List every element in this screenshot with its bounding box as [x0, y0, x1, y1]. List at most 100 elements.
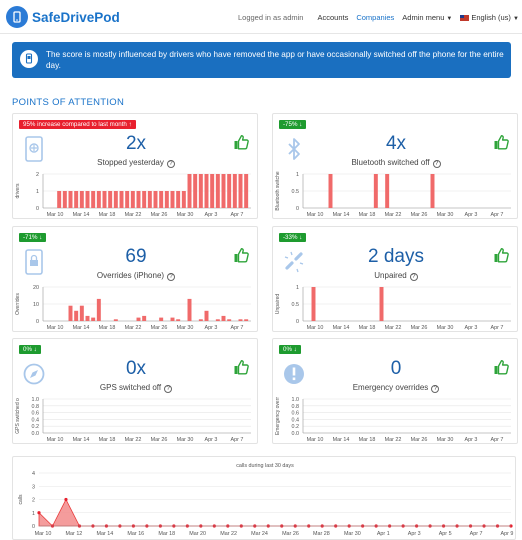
x-tick-label: Mar 10	[47, 325, 64, 331]
chart-bar	[62, 191, 67, 208]
compass-icon	[23, 361, 45, 387]
chart-bar	[181, 191, 186, 208]
chart-bar	[244, 174, 249, 208]
attention-card: 95% increase compared to last month ↑ 2x S…	[12, 113, 258, 219]
y-tick-label: 2	[36, 172, 39, 178]
x-tick-label: Apr 7	[231, 325, 244, 331]
chart-bar	[91, 317, 96, 321]
chart-bar	[227, 174, 232, 208]
attention-card: -75% ↓ 4x Bluetooth switched off? Bluetooth…	[272, 113, 518, 219]
nav-admin-menu[interactable]: Admin menu ▼	[402, 13, 452, 22]
chart-bar	[238, 319, 243, 321]
y-tick-label: 0.0	[32, 431, 40, 437]
trend-badge: 0% ↓	[19, 345, 41, 354]
x-tick-label: Apr 7	[491, 437, 504, 443]
info-banner: The score is mostly influenced by driver…	[12, 42, 511, 78]
attention-card: -33% ↓ 2 days Unpaired? Unpaired 1 0.5 0 Mar 10…	[272, 226, 518, 332]
help-icon[interactable]: ?	[409, 273, 418, 281]
x-tick-label: Mar 16	[127, 531, 144, 537]
x-tick-label: Apr 7	[491, 212, 504, 218]
x-tick-label: Apr 1	[377, 531, 390, 537]
y-axis-label: Bluetooth switche	[275, 171, 281, 210]
data-point	[37, 511, 41, 515]
chart-bar	[96, 298, 101, 321]
x-tick-label: Apr 7	[231, 212, 244, 218]
x-tick-label: Apr 7	[491, 325, 504, 331]
y-tick-label: 0.0	[292, 431, 300, 437]
x-tick-label: Mar 26	[282, 531, 299, 537]
chart-bar	[430, 174, 435, 208]
unlink-icon	[283, 249, 305, 275]
x-tick-label: Mar 30	[437, 212, 454, 218]
chart-bar	[159, 191, 164, 208]
brand[interactable]: SafeDrivePod	[6, 6, 120, 28]
attention-card: -71% ↓ 69 Overrides (iPhone)? Overrides 20 10…	[12, 226, 258, 332]
chart-bar	[221, 315, 226, 321]
x-tick-label: Mar 14	[333, 437, 350, 443]
y-tick-label: 0.4	[32, 417, 40, 423]
caret-down-icon: ▼	[446, 16, 453, 22]
y-tick-label: 0	[36, 319, 39, 325]
x-tick-label: Mar 14	[333, 325, 350, 331]
y-tick-label: 1	[296, 172, 299, 178]
chart-bar	[136, 191, 141, 208]
x-tick-label: Mar 18	[99, 212, 116, 218]
nav-accounts-link[interactable]: Accounts	[317, 13, 349, 22]
y-tick-label: 0.5	[292, 302, 300, 308]
caret-down-icon: ▼	[512, 16, 519, 22]
x-tick-label: Mar 22	[125, 437, 142, 443]
x-tick-label: Mar 30	[177, 325, 194, 331]
x-tick-label: Mar 10	[47, 212, 64, 218]
help-icon[interactable]: ?	[431, 385, 440, 393]
help-icon[interactable]: ?	[164, 385, 173, 393]
bar-chart-svg: Overrides 20 10 0 Mar 10 Mar 14 Mar 18 Mar 22 Ma…	[15, 285, 251, 331]
chart-bar	[79, 305, 84, 321]
x-tick-label: Mar 26	[151, 437, 168, 443]
chart-bar	[170, 317, 175, 321]
x-tick-label: Mar 18	[359, 325, 376, 331]
chart-bar	[311, 287, 316, 321]
calls-chart-card: calls during last 30 days calls 4 3 2 1 0 Mar 1…	[12, 456, 516, 540]
thumbs-up-icon	[493, 359, 509, 375]
y-tick-label: 0.5	[292, 189, 300, 195]
help-icon[interactable]: ?	[166, 160, 175, 168]
x-tick-label: Mar 30	[177, 212, 194, 218]
x-tick-label: Mar 18	[359, 437, 376, 443]
nav-language-menu[interactable]: English (us) ▼	[460, 13, 519, 22]
y-tick-label: 0	[296, 319, 299, 325]
bar-chart-svg: Unpaired 1 0.5 0 Mar 10 Mar 14 Mar 18 Mar 22 Mar…	[275, 285, 511, 331]
help-icon[interactable]: ?	[167, 273, 176, 281]
metric-label-row: Overrides (iPhone)?	[13, 271, 259, 281]
x-tick-label: Mar 26	[151, 212, 168, 218]
nav-companies-link[interactable]: Companies	[356, 13, 395, 22]
x-tick-label: Apr 3	[465, 325, 478, 331]
banner-text: The score is mostly influenced by driver…	[46, 50, 504, 70]
y-tick-label: 0.4	[292, 417, 300, 423]
metric-chart: Emergency overr 1.0 0.8 0.6 0.4 0.2 0.0 Mar 10 M…	[273, 395, 519, 445]
chart-bar	[170, 191, 175, 208]
trend-badge: 95% increase compared to last month ↑	[19, 120, 136, 129]
logged-in-text: Logged in as admin	[238, 13, 304, 22]
phone-car-icon	[20, 50, 38, 68]
metric-chart: GPS switched o 1.0 0.8 0.6 0.4 0.2 0.0 Mar 10 Ma…	[13, 395, 259, 445]
x-tick-label: Mar 20	[189, 531, 206, 537]
chart-bar	[119, 191, 124, 208]
help-icon[interactable]: ?	[432, 160, 441, 168]
y-tick-label: 1.0	[292, 397, 300, 403]
x-tick-label: Mar 18	[99, 437, 116, 443]
x-tick-label: Mar 22	[125, 325, 142, 331]
metric-label: Overrides (iPhone)	[96, 271, 165, 280]
x-tick-label: Mar 28	[313, 531, 330, 537]
x-tick-label: Mar 30	[437, 325, 454, 331]
y-tick-label: 1.0	[32, 397, 40, 403]
x-tick-label: Mar 24	[251, 531, 268, 537]
chart-bar	[57, 191, 62, 208]
y-axis-label: calls	[18, 494, 24, 505]
y-axis-label: Overrides	[15, 293, 21, 315]
trend-badge: 0% ↓	[279, 345, 301, 354]
data-point	[64, 497, 68, 502]
bar-chart-svg: Emergency overr 1.00.80.60.40.20.0 Mar 10 M…	[275, 397, 511, 443]
chart-bar	[164, 191, 169, 208]
thumbs-up-icon	[233, 359, 249, 375]
